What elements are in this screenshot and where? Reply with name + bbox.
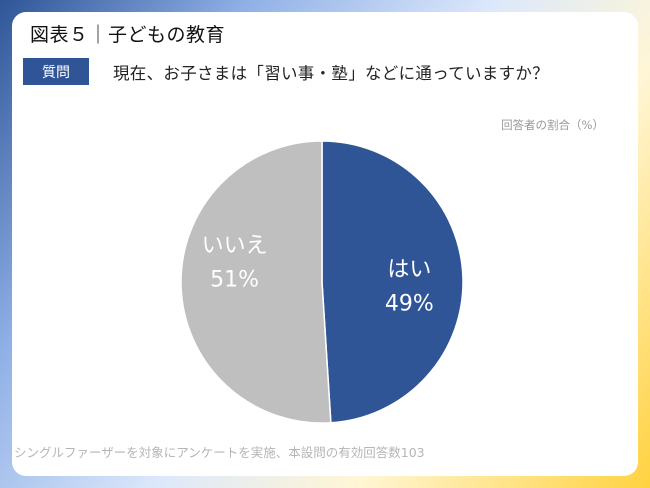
pie-slice-no	[180, 140, 332, 424]
question-badge: 質問	[23, 58, 89, 85]
question-text: 現在、お子さまは「習い事・塾」などに通っていますか？	[113, 64, 549, 83]
slice-category-label: いいえ	[202, 234, 268, 259]
slice-category-label: はい	[387, 257, 431, 282]
slice-value-label: 51%	[210, 268, 259, 293]
unit-label: 回答者の割合（%）	[501, 118, 604, 132]
pie-slice-yes	[321, 140, 464, 424]
footer-note: シングルファーザーを対象にアンケートを実施、本設問の有効回答数103	[14, 445, 425, 460]
slice-value-label: 49%	[385, 291, 434, 316]
chart-title: 図表５｜子どもの教育	[30, 24, 226, 46]
